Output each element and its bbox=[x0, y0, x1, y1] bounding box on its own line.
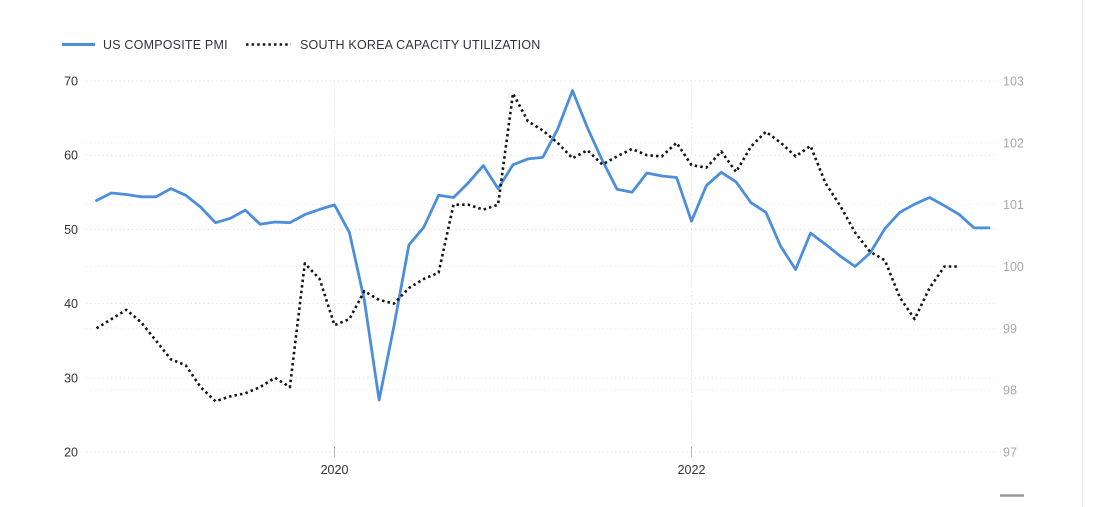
right-axis-label-102: 102 bbox=[1003, 136, 1024, 150]
left-axis-label-40: 40 bbox=[64, 297, 78, 311]
x-axis-gridlines bbox=[334, 81, 692, 457]
right-axis-label-100: 100 bbox=[1003, 260, 1024, 274]
series-lines bbox=[95, 89, 991, 403]
left-axis-label-30: 30 bbox=[64, 371, 78, 385]
right-axis-tick-labels: 103 102 101 100 99 98 97 bbox=[1003, 75, 1024, 460]
x-axis-label-2022: 2022 bbox=[678, 463, 706, 477]
left-axis-tick-labels: 70 60 50 40 30 20 bbox=[64, 75, 78, 460]
right-axis-label-97: 97 bbox=[1003, 446, 1017, 460]
left-axis-gridlines bbox=[86, 80, 997, 453]
left-axis-label-20: 20 bbox=[64, 446, 78, 460]
right-axis-label-99: 99 bbox=[1003, 322, 1017, 336]
right-axis-label-98: 98 bbox=[1003, 384, 1017, 398]
left-axis-label-70: 70 bbox=[64, 75, 78, 89]
right-axis-label-103: 103 bbox=[1003, 75, 1024, 89]
left-axis-label-60: 60 bbox=[64, 149, 78, 163]
series-line-us-composite-pmi bbox=[95, 89, 991, 402]
x-axis-label-2020: 2020 bbox=[321, 463, 349, 477]
legend-label-us-composite-pmi[interactable]: US COMPOSITE PMI bbox=[103, 38, 228, 52]
right-axis-gridlines bbox=[86, 80, 997, 453]
series-line-south-korea-capacity-utilization bbox=[95, 92, 960, 403]
legend-label-south-korea-capacity-utilization[interactable]: SOUTH KOREA CAPACITY UTILIZATION bbox=[300, 38, 540, 52]
legend: US COMPOSITE PMI SOUTH KOREA CAPACITY UT… bbox=[62, 38, 540, 52]
x-axis-tick-labels: 2020 2022 bbox=[321, 463, 706, 477]
right-axis-label-101: 101 bbox=[1003, 198, 1024, 212]
left-axis-label-50: 50 bbox=[64, 223, 78, 237]
